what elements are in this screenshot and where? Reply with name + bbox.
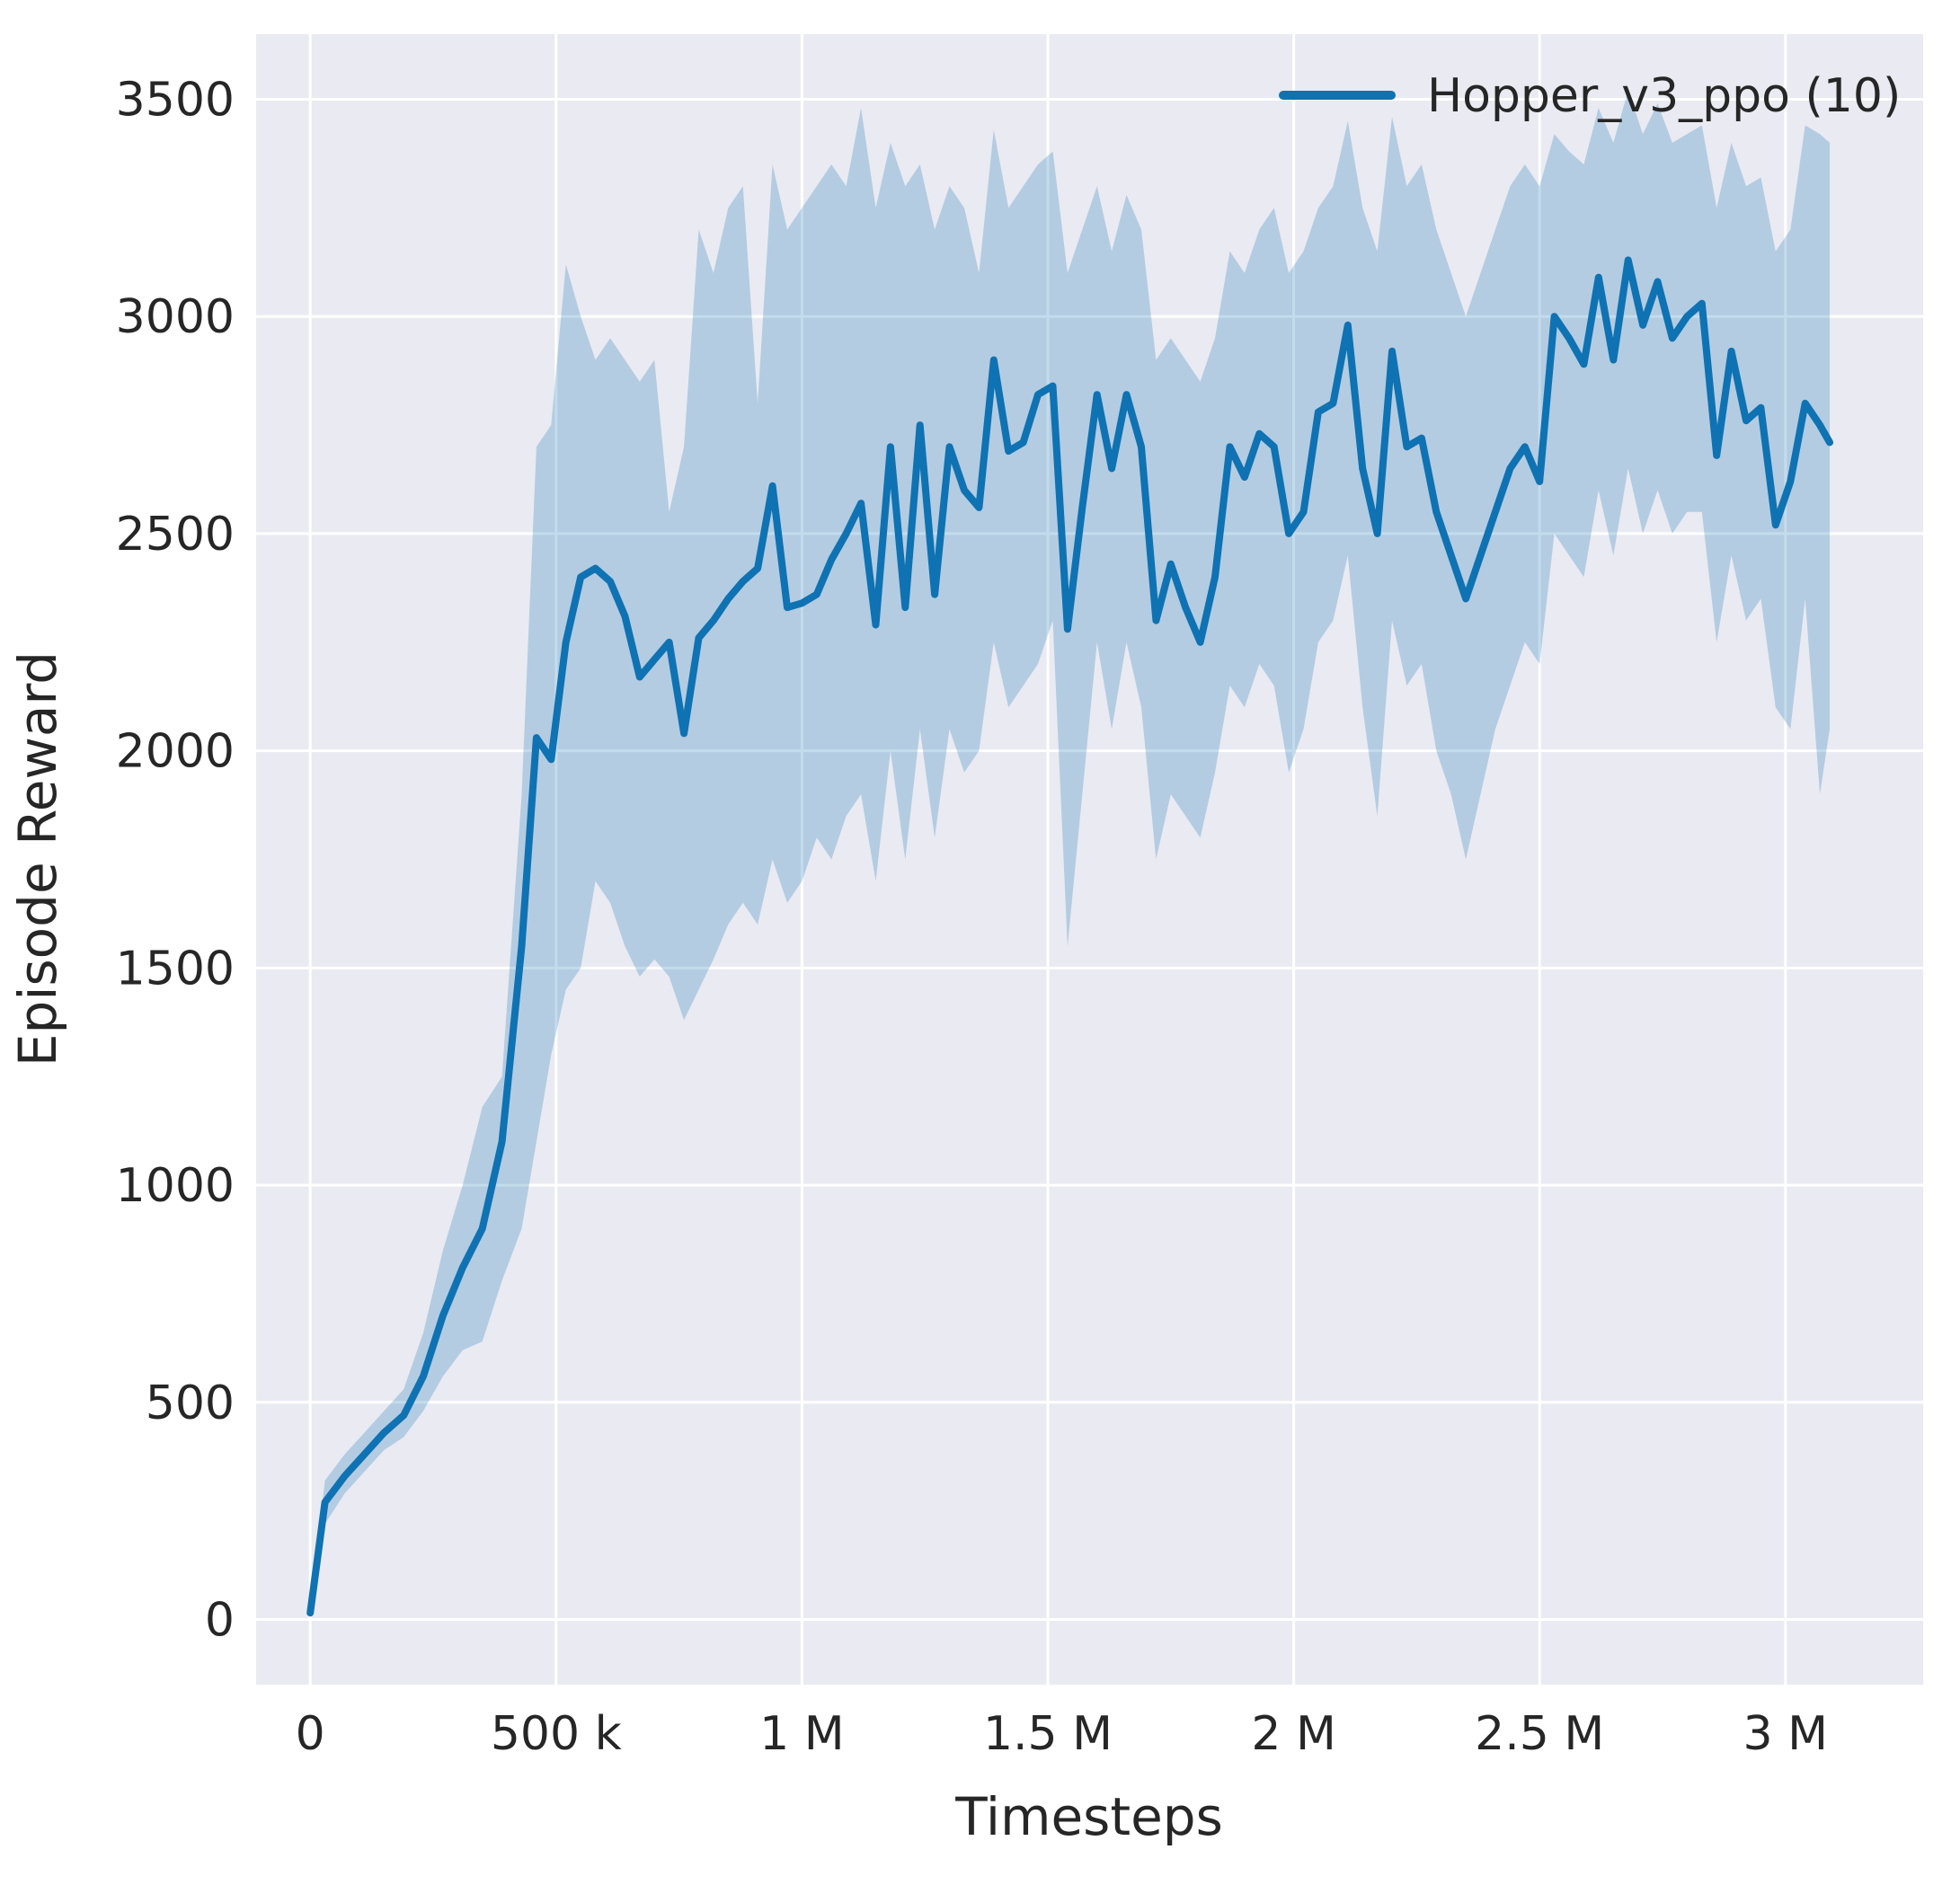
y-tick-label: 3500: [116, 74, 235, 128]
x-tick-label: 1.5 M: [983, 1707, 1113, 1761]
reward-mean-line: [306, 256, 1833, 1617]
data-layer: [306, 90, 1833, 1617]
y-tick-label: 2500: [116, 508, 235, 562]
plot-area: 0 500 k 1 M 1.5 M 2 M 2.5 M 3 M 0 500 1000 1500 200…: [116, 34, 1923, 1761]
legend-label: Hopper_v3_ppo (10): [1427, 69, 1901, 123]
confidence-band: [310, 90, 1831, 1615]
x-tick-label: 2 M: [1251, 1707, 1335, 1761]
x-tick-label: 1 M: [759, 1707, 844, 1761]
y-tick-label: 1000: [116, 1159, 235, 1213]
x-tick-label: 2.5 M: [1475, 1707, 1604, 1761]
tick-labels: 0 500 k 1 M 1.5 M 2 M 2.5 M 3 M 0 500 1000 1500 200…: [116, 74, 1828, 1761]
y-tick-label: 500: [146, 1376, 235, 1430]
x-axis-label: Timesteps: [954, 1786, 1223, 1847]
x-tick-label: 500 k: [491, 1707, 622, 1761]
y-tick-label: 3000: [116, 290, 235, 344]
y-tick-label: 2000: [116, 725, 235, 779]
y-tick-label: 0: [205, 1593, 235, 1647]
legend: Hopper_v3_ppo (10): [1279, 69, 1901, 123]
y-axis-label: Episode Reward: [7, 651, 68, 1066]
grid: [256, 34, 1923, 1685]
y-tick-label: 1500: [116, 942, 235, 996]
x-tick-label: 0: [296, 1707, 325, 1761]
x-tick-label: 3 M: [1743, 1707, 1828, 1761]
